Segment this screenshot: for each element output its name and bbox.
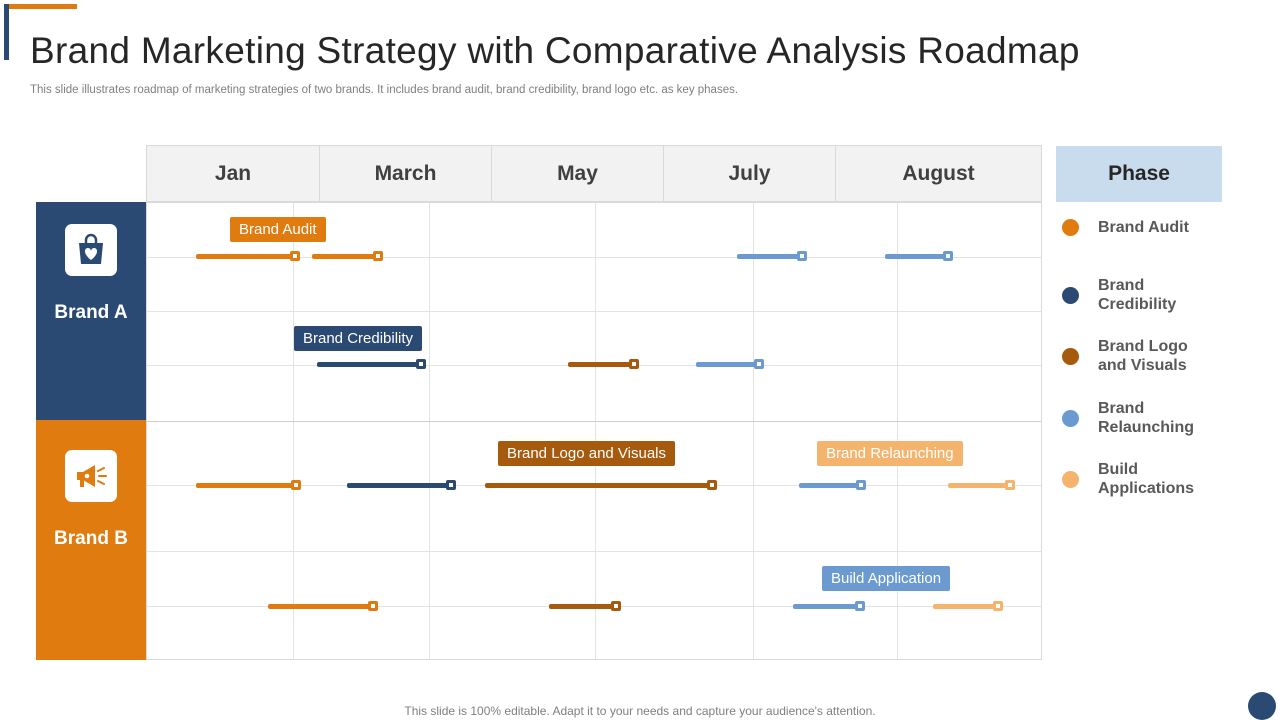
grid-hline: [147, 257, 1041, 258]
legend-item-brand-logo-visuals: Brand Logo and Visuals: [1062, 337, 1206, 375]
legend-item-brand-credibility: Brand Credibility: [1062, 276, 1206, 314]
bar-brand-a-relaunch-2: [885, 254, 948, 259]
bar-brand-a-relaunch-3: [696, 362, 759, 367]
bar-brand-a-relaunch-1: [737, 254, 802, 259]
milestone-marker: [629, 359, 639, 369]
bar-brand-b-audit: [196, 483, 296, 488]
milestone-marker: [943, 251, 953, 261]
accent-bar-vertical: [4, 4, 9, 60]
legend-label: Brand Relaunching: [1098, 400, 1195, 436]
milestone-marker: [446, 480, 456, 490]
brand-b-panel: Brand B: [36, 420, 146, 660]
grid-hline: [147, 311, 1041, 312]
milestone-marker: [855, 601, 865, 611]
tag-brand-relaunching: Brand Relaunching: [817, 441, 963, 466]
page-subtitle: This slide illustrates roadmap of market…: [30, 84, 739, 96]
bar-brand-a-credibility: [317, 362, 421, 367]
bar-brand-b-audit-2: [268, 604, 373, 609]
legend-item-brand-relaunching: Brand Relaunching: [1062, 399, 1206, 437]
bar-brand-b-logo: [485, 483, 712, 488]
tag-brand-credibility: Brand Credibility: [294, 326, 423, 351]
tag-build-application: Build Application: [822, 566, 951, 591]
bar-brand-b-build-1: [948, 483, 1010, 488]
bar-brand-a-audit-2: [312, 254, 378, 259]
milestone-marker: [290, 251, 300, 261]
bar-brand-a-logo: [568, 362, 634, 367]
milestone-marker: [1005, 480, 1015, 490]
bar-brand-b-logo-2: [549, 604, 616, 609]
legend-dot: [1062, 286, 1079, 304]
grid-vline: [753, 203, 754, 659]
milestone-marker: [373, 251, 383, 261]
phase-legend-title: Phase: [1056, 146, 1222, 202]
legend-label: Brand Audit: [1098, 219, 1189, 236]
month-may: May: [491, 146, 663, 201]
page-title: Brand Marketing Strategy with Comparativ…: [30, 30, 1080, 71]
milestone-marker: [797, 251, 807, 261]
milestone-marker: [993, 601, 1003, 611]
month-march: March: [319, 146, 491, 201]
brand-a-label: Brand A: [54, 302, 128, 323]
shopping-bag-heart-icon: [65, 224, 117, 276]
roadmap-grid: [146, 202, 1042, 660]
brand-b-label: Brand B: [54, 528, 128, 549]
bar-brand-b-relaunch: [799, 483, 861, 488]
brand-a-panel: Brand A: [36, 202, 146, 420]
legend-label: Brand Logo and Visuals: [1098, 338, 1188, 374]
legend-item-build-applications: Build Applications: [1062, 460, 1206, 498]
milestone-marker: [416, 359, 426, 369]
brand-separator-line: [147, 421, 1041, 422]
legend-dot: [1062, 347, 1079, 365]
milestone-marker: [707, 480, 717, 490]
bar-brand-b-credibility: [347, 483, 451, 488]
grid-vline: [293, 203, 294, 659]
accent-bar-horizontal: [4, 4, 77, 9]
grid-vline: [897, 203, 898, 659]
legend-dot: [1062, 470, 1079, 488]
month-august: August: [835, 146, 1041, 201]
milestone-marker: [368, 601, 378, 611]
milestone-marker: [754, 359, 764, 369]
month-header: Jan March May July August: [146, 145, 1042, 202]
month-july: July: [663, 146, 835, 201]
grid-vline: [429, 203, 430, 659]
bar-brand-b-relaunch-2: [793, 604, 860, 609]
tag-brand-audit: Brand Audit: [230, 217, 326, 242]
grid-hline: [147, 551, 1041, 552]
footer-note: This slide is 100% editable. Adapt it to…: [404, 704, 876, 718]
legend-dot: [1062, 219, 1079, 236]
corner-circle: [1248, 692, 1276, 720]
month-jan: Jan: [214, 161, 252, 185]
legend-label: Build Applications: [1098, 461, 1195, 497]
megaphone-icon: [65, 450, 117, 502]
tag-brand-logo-visuals: Brand Logo and Visuals: [498, 441, 676, 466]
legend-dot: [1062, 409, 1079, 427]
legend-label: Brand Credibility: [1098, 277, 1177, 313]
milestone-marker: [611, 601, 621, 611]
milestone-marker: [291, 480, 301, 490]
bar-brand-a-audit-1: [196, 254, 295, 259]
milestone-marker: [856, 480, 866, 490]
bar-brand-b-build-2: [933, 604, 998, 609]
legend-item-brand-audit: Brand Audit: [1062, 218, 1206, 237]
grid-vline: [595, 203, 596, 659]
